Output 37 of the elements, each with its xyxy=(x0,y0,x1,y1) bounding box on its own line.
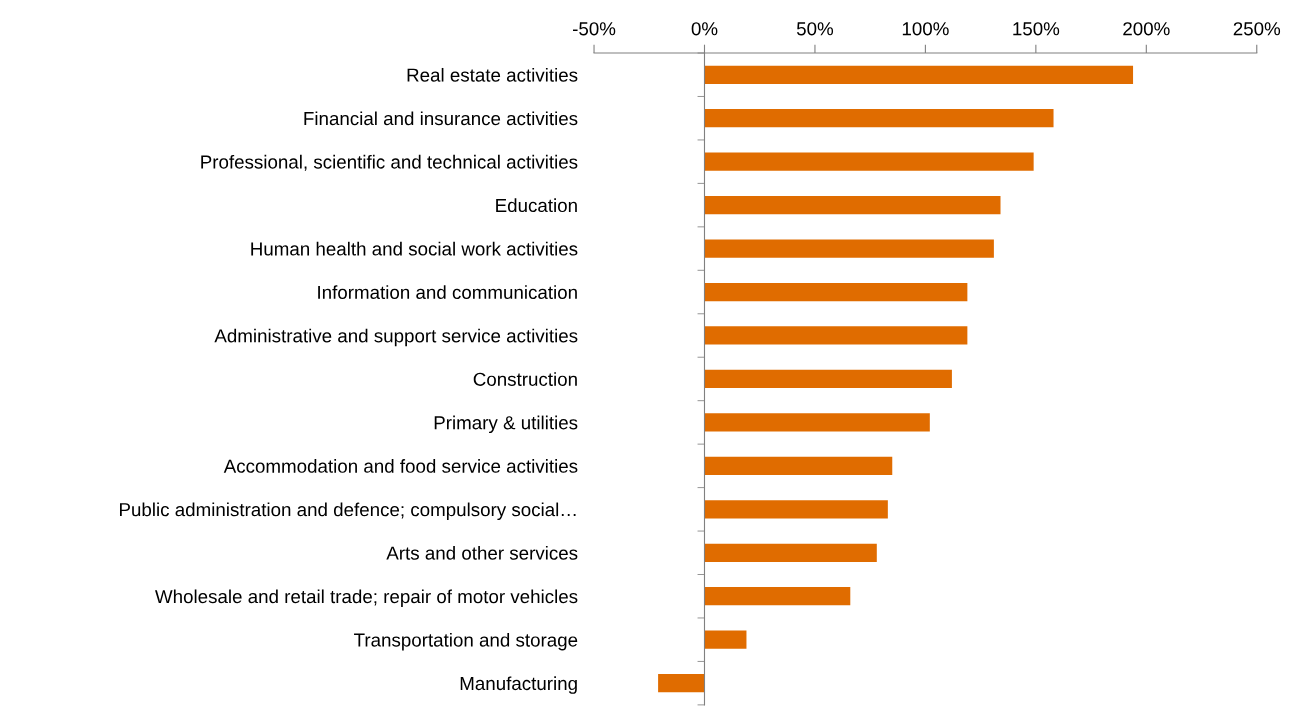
x-tick-label: 0% xyxy=(691,22,718,36)
bar xyxy=(704,543,877,562)
bar xyxy=(704,326,968,345)
x-tick-label: 250% xyxy=(1233,22,1281,36)
bar xyxy=(704,65,1134,84)
bar xyxy=(704,630,747,649)
bar xyxy=(704,500,888,519)
y-tick-label: Education xyxy=(496,198,577,213)
bar xyxy=(704,152,1034,171)
bar xyxy=(704,109,1054,128)
x-tick-label: 200% xyxy=(1123,22,1170,36)
bar xyxy=(704,282,968,302)
bar xyxy=(704,239,994,258)
x-tick-label: -50% xyxy=(572,22,616,36)
y-tick-label: Accommodation and food service activities xyxy=(223,459,578,473)
y-tick-label: Transportation and storage xyxy=(354,632,578,651)
bar xyxy=(704,587,851,606)
bar xyxy=(704,456,893,475)
bar xyxy=(704,369,952,389)
y-tick-label: Public administration and defence; compulsory social… xyxy=(120,502,576,521)
x-tick-label: 100% xyxy=(902,22,949,36)
y-tick-label: Human health and social work activities xyxy=(251,241,578,256)
y-tick-label: Primary & utilities xyxy=(434,415,578,434)
y-tick-label: Construction xyxy=(473,372,577,386)
y-tick-label: Real estate activities xyxy=(407,67,578,82)
y-tick-label: Financial and insurance activities xyxy=(304,111,578,126)
y-tick-label: Arts and other services xyxy=(386,545,578,560)
y-tick-label: Wholesale and retail trade; repair of motor vehicles xyxy=(155,589,578,607)
y-tick-label: Administrative and support service activities xyxy=(214,328,578,347)
y-tick-label: Professional, scientific and technical activities xyxy=(201,154,578,171)
y-tick-label: Information and communication xyxy=(318,285,577,300)
x-tick-label: 50% xyxy=(796,22,834,36)
y-tick-label: Manufacturing xyxy=(460,676,577,694)
bar xyxy=(704,413,930,432)
x-tick-label: 150% xyxy=(1013,22,1060,36)
bar xyxy=(658,674,705,693)
bar xyxy=(704,196,1001,215)
